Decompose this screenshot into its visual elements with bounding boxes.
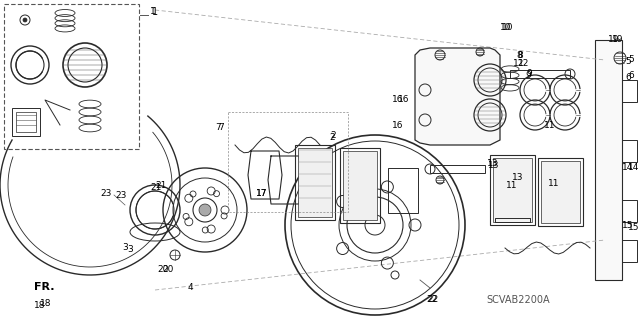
Text: 6: 6 — [625, 73, 631, 83]
Bar — [622, 240, 637, 262]
Text: 9: 9 — [526, 70, 532, 78]
Text: 13: 13 — [512, 173, 524, 182]
Text: 4: 4 — [188, 284, 194, 293]
Text: 1: 1 — [152, 7, 158, 17]
Text: 22: 22 — [426, 295, 437, 305]
Text: 5: 5 — [628, 56, 634, 64]
Text: 14: 14 — [622, 164, 634, 173]
Text: 16: 16 — [398, 95, 410, 105]
Text: 14: 14 — [628, 164, 639, 173]
Bar — [430, 165, 485, 173]
Text: 1: 1 — [150, 8, 156, 17]
Bar — [343, 151, 377, 220]
Bar — [388, 168, 418, 213]
Text: 21: 21 — [150, 183, 162, 192]
Text: 15: 15 — [622, 220, 634, 229]
Text: 23: 23 — [100, 189, 112, 197]
Text: 16: 16 — [392, 95, 404, 105]
Text: 15: 15 — [628, 224, 639, 233]
Bar — [298, 148, 332, 217]
Circle shape — [199, 204, 211, 216]
Bar — [4, 4, 139, 149]
Text: 19: 19 — [608, 35, 620, 44]
Bar — [622, 200, 637, 222]
Text: 12: 12 — [513, 58, 525, 68]
Bar — [493, 158, 532, 222]
Text: 3: 3 — [127, 246, 133, 255]
Text: 10: 10 — [500, 24, 511, 33]
Bar — [340, 148, 380, 223]
Text: 18: 18 — [40, 300, 51, 308]
Text: 13: 13 — [487, 159, 499, 167]
Polygon shape — [595, 40, 622, 280]
Text: 20: 20 — [162, 265, 173, 275]
Bar — [228, 112, 348, 212]
Polygon shape — [415, 48, 500, 145]
Text: 12: 12 — [518, 58, 529, 68]
Text: 7: 7 — [215, 123, 221, 132]
Text: 11: 11 — [506, 181, 518, 189]
Text: 22: 22 — [427, 295, 438, 305]
Circle shape — [23, 18, 27, 22]
Text: 19: 19 — [612, 35, 623, 44]
Text: 13: 13 — [488, 161, 499, 170]
Text: 17: 17 — [256, 189, 268, 197]
Text: 8: 8 — [517, 50, 523, 60]
Bar — [12, 108, 40, 136]
Text: 8: 8 — [516, 50, 522, 60]
Bar — [16, 112, 36, 132]
Text: 2: 2 — [330, 131, 335, 140]
Text: 16: 16 — [392, 121, 404, 130]
Text: FR.: FR. — [34, 282, 54, 292]
Bar — [622, 140, 637, 162]
Bar — [490, 155, 535, 225]
Bar — [622, 80, 637, 102]
Bar — [295, 145, 335, 220]
Text: 6: 6 — [628, 71, 634, 80]
Text: SCVAB2200A: SCVAB2200A — [486, 295, 550, 305]
Text: 11: 11 — [544, 121, 556, 130]
Text: 2: 2 — [329, 132, 335, 142]
Bar — [510, 70, 570, 78]
Text: 9: 9 — [525, 70, 531, 79]
Text: 21: 21 — [155, 182, 166, 190]
Text: 3: 3 — [122, 243, 128, 253]
Bar — [541, 161, 580, 223]
Bar — [538, 158, 583, 226]
Text: 7: 7 — [218, 123, 224, 132]
Text: 17: 17 — [256, 189, 268, 197]
Text: 5: 5 — [625, 57, 631, 66]
Text: 11: 11 — [548, 179, 559, 188]
Text: 23: 23 — [115, 190, 126, 199]
Text: 10: 10 — [502, 24, 513, 33]
Text: 18: 18 — [35, 300, 45, 309]
Text: 20: 20 — [157, 265, 169, 275]
